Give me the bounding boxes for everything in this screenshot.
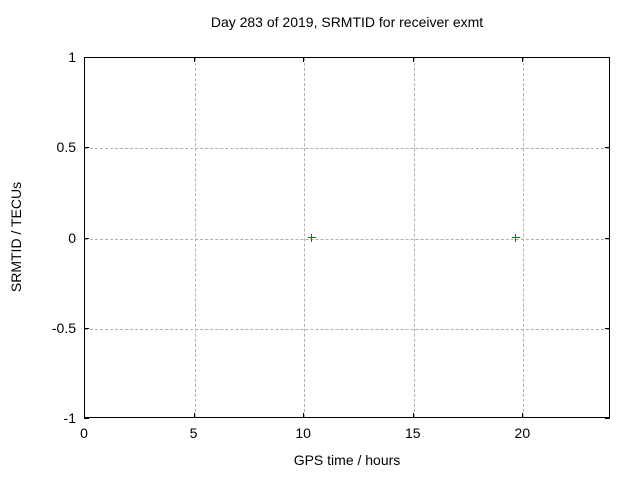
y-tick-left — [84, 327, 89, 329]
x-gridline — [523, 58, 525, 417]
x-axis-label: GPS time / hours — [293, 452, 401, 468]
y-tick-left — [84, 57, 89, 58]
data-point-marker — [307, 233, 316, 242]
x-tick-bottom — [303, 413, 305, 418]
x-tick-top — [412, 57, 414, 62]
data-point-marker — [511, 233, 520, 242]
y-tick-right — [605, 327, 610, 329]
y-gridline — [85, 328, 609, 330]
y-tick-left — [84, 147, 89, 149]
y-tick-label: 0.5 — [56, 139, 76, 156]
y-gridline — [85, 148, 609, 150]
y-gridline — [85, 238, 609, 240]
x-tick-label: 0 — [80, 425, 88, 441]
y-tick-left — [84, 418, 89, 419]
y-tick-left — [84, 237, 89, 239]
x-tick-top — [193, 57, 195, 62]
y-tick-label: -0.5 — [51, 319, 76, 336]
y-tick-right — [605, 57, 610, 58]
x-tick-top — [84, 57, 85, 62]
y-tick-right — [605, 237, 610, 239]
y-tick-label: -1 — [63, 410, 76, 426]
x-gridline — [413, 58, 415, 417]
x-tick-label: 5 — [189, 425, 198, 441]
y-tick-right — [605, 147, 610, 149]
y-tick-label: 0 — [68, 229, 76, 246]
x-tick-top — [303, 57, 305, 62]
x-tick-bottom — [412, 413, 414, 418]
plot-area — [84, 57, 610, 418]
chart-title: Day 283 of 2019, SRMTID for receiver exm… — [210, 14, 484, 30]
x-tick-bottom — [84, 413, 85, 418]
x-gridline — [304, 58, 306, 417]
x-tick-label: 10 — [295, 425, 311, 441]
x-gridline — [194, 58, 196, 417]
y-tick-label: 1 — [68, 49, 76, 65]
x-tick-top — [522, 57, 524, 62]
y-tick-right — [605, 418, 610, 419]
x-tick-bottom — [193, 413, 195, 418]
x-tick-bottom — [522, 413, 524, 418]
x-tick-label: 15 — [404, 425, 421, 441]
x-tick-label: 20 — [514, 425, 531, 441]
